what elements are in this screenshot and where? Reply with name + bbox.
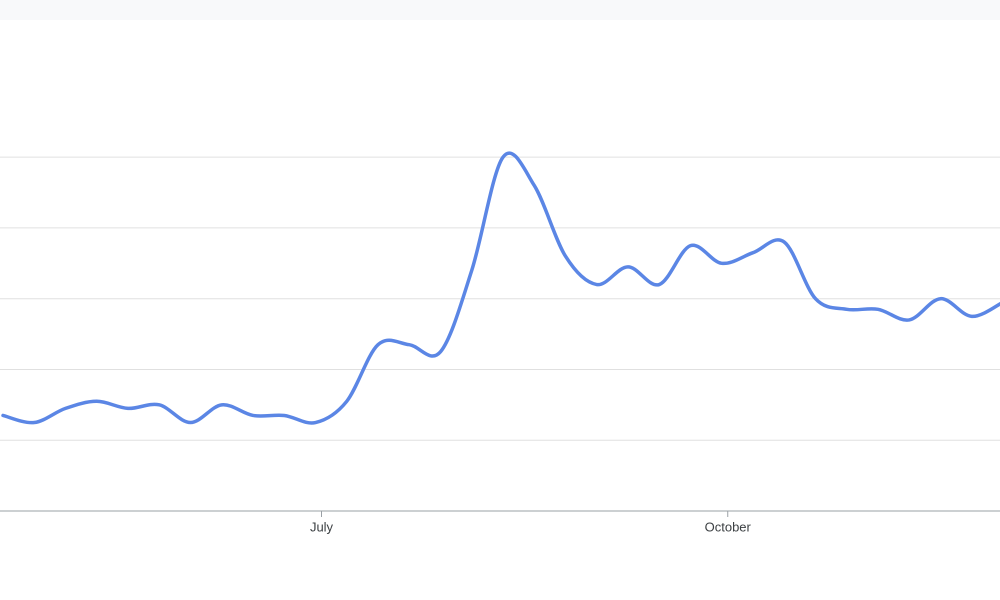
- x-tick-label: July: [310, 519, 334, 534]
- x-tick-label: October: [705, 519, 752, 534]
- top-bar: [0, 0, 1000, 20]
- trend-line: [1, 151, 1000, 425]
